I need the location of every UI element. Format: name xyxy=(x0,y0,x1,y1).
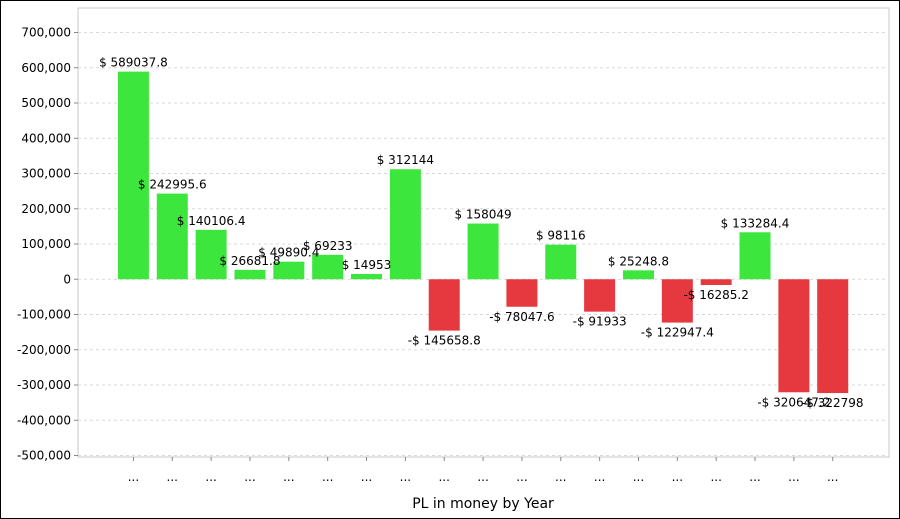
x-tick-label: ... xyxy=(283,470,294,484)
bar xyxy=(739,232,771,280)
x-tick-label: ... xyxy=(438,470,449,484)
bar xyxy=(700,279,732,285)
data-label: -$ 145658.8 xyxy=(408,334,481,348)
data-label: -$ 91933 xyxy=(573,315,627,329)
bars xyxy=(117,71,849,394)
bar xyxy=(428,279,460,331)
data-label: $ 14953 xyxy=(342,258,392,272)
bar xyxy=(545,244,577,280)
x-tick-label: ... xyxy=(516,470,527,484)
y-tick-label: 400,000 xyxy=(21,131,71,145)
data-label: -$ 16285.2 xyxy=(683,288,748,302)
x-tick-label: ... xyxy=(400,470,411,484)
data-label: $ 98116 xyxy=(536,229,586,243)
data-label: -$ 320647.2 xyxy=(757,395,830,409)
x-tick-label: ... xyxy=(633,470,644,484)
x-tick-label: ... xyxy=(167,470,178,484)
x-axis-title: PL in money by Year xyxy=(412,496,554,512)
y-tick-label: -500,000 xyxy=(17,449,71,463)
x-tick-label: ... xyxy=(710,470,721,484)
data-label: $ 589037.8 xyxy=(99,56,168,70)
x-tick-label: ... xyxy=(672,470,683,484)
bar xyxy=(156,193,188,280)
data-label: $ 140106.4 xyxy=(177,214,246,228)
bar xyxy=(467,223,499,280)
bar xyxy=(117,71,149,280)
y-tick-label: -300,000 xyxy=(17,378,71,392)
bar xyxy=(506,279,538,307)
y-tick-label: -100,000 xyxy=(17,308,71,322)
data-label: $ 26681.8 xyxy=(219,254,280,268)
bar xyxy=(661,279,693,323)
x-tick-label: ... xyxy=(749,470,760,484)
data-label: $ 25248.8 xyxy=(608,254,669,268)
x-tick-label: ... xyxy=(128,470,139,484)
bar xyxy=(195,229,227,280)
y-tick-label: 700,000 xyxy=(21,26,71,40)
y-tick-label: 200,000 xyxy=(21,202,71,216)
data-label: $ 69233 xyxy=(303,239,353,253)
bar xyxy=(273,261,305,280)
data-label: $ 158049 xyxy=(454,208,511,222)
y-tick-label: -400,000 xyxy=(17,413,71,427)
data-label: -$ 322798 xyxy=(802,396,864,410)
data-label: $ 133284.4 xyxy=(721,216,790,230)
bar xyxy=(234,269,266,280)
data-labels: $ 589037.8$ 242995.6$ 140106.4$ 26681.8$… xyxy=(99,56,863,410)
bar xyxy=(622,270,654,280)
y-tick-label: 0 xyxy=(63,272,71,286)
data-label: -$ 78047.6 xyxy=(489,310,554,324)
data-label: $ 49890.4 xyxy=(258,246,319,260)
y-tick-label: 600,000 xyxy=(21,61,71,75)
x-tick-label: ... xyxy=(205,470,216,484)
x-tick-label: ... xyxy=(788,470,799,484)
data-label: $ 312144 xyxy=(377,153,434,167)
data-label: $ 242995.6 xyxy=(138,178,207,192)
y-tick-label: -200,000 xyxy=(17,343,71,357)
y-axis-ticks: 700,000 600,000 500,000 400,000 300,000 200,0… xyxy=(17,26,78,463)
bar xyxy=(817,279,849,394)
x-tick-label: ... xyxy=(322,470,333,484)
x-tick-label: ... xyxy=(827,470,838,484)
x-tick-label: ... xyxy=(477,470,488,484)
x-axis-ticks: ........................................… xyxy=(128,457,838,484)
bar xyxy=(389,169,421,280)
x-tick-label: ... xyxy=(555,470,566,484)
bar xyxy=(584,279,616,312)
x-tick-label: ... xyxy=(244,470,255,484)
x-tick-label: ... xyxy=(594,470,605,484)
bar xyxy=(312,254,344,280)
bar xyxy=(351,273,383,280)
y-tick-label: 300,000 xyxy=(21,167,71,181)
x-tick-label: ... xyxy=(361,470,372,484)
bar xyxy=(778,279,810,393)
data-label: -$ 122947.4 xyxy=(641,326,714,340)
y-tick-label: 500,000 xyxy=(21,96,71,110)
y-tick-label: 100,000 xyxy=(21,237,71,251)
